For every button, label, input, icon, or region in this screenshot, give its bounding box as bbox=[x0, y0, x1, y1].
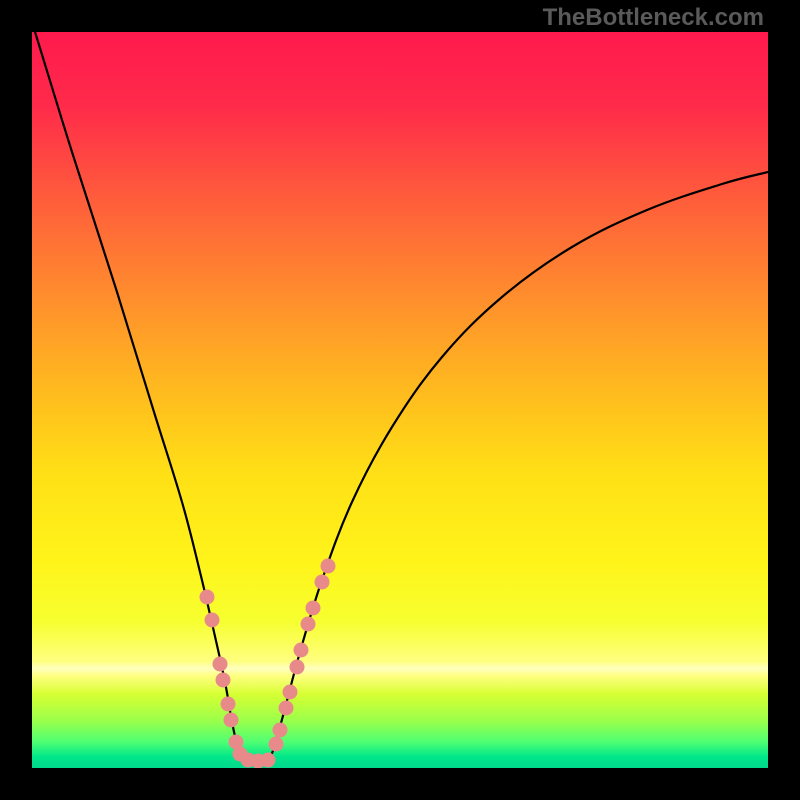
data-marker bbox=[321, 559, 336, 574]
data-marker bbox=[273, 723, 288, 738]
data-marker bbox=[294, 643, 309, 658]
data-marker bbox=[301, 617, 316, 632]
data-marker bbox=[205, 613, 220, 628]
data-marker bbox=[290, 660, 305, 675]
watermark-text: TheBottleneck.com bbox=[543, 4, 764, 32]
data-marker bbox=[224, 713, 239, 728]
data-marker bbox=[213, 657, 228, 672]
data-marker bbox=[221, 697, 236, 712]
data-marker bbox=[269, 737, 284, 752]
data-marker bbox=[279, 701, 294, 716]
data-marker bbox=[200, 590, 215, 605]
data-marker bbox=[261, 753, 276, 768]
data-marker bbox=[306, 601, 321, 616]
data-marker bbox=[283, 685, 298, 700]
left-curve bbox=[32, 32, 243, 758]
right-curve bbox=[269, 172, 768, 758]
plot-area bbox=[32, 32, 768, 768]
marker-group bbox=[200, 559, 336, 769]
curve-layer bbox=[32, 32, 768, 768]
data-marker bbox=[216, 673, 231, 688]
data-marker bbox=[315, 575, 330, 590]
